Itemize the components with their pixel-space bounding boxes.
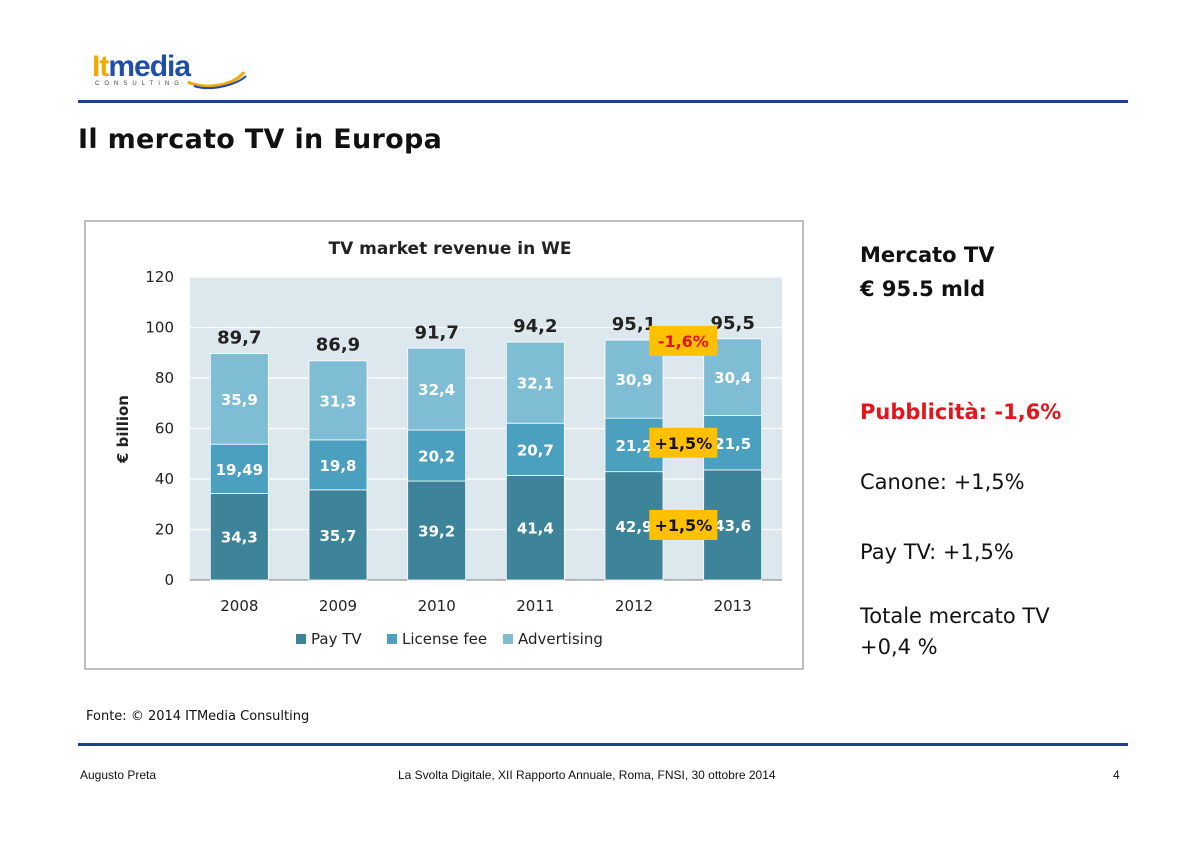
data-label: 30,9 bbox=[615, 371, 652, 389]
x-tick-label: 2013 bbox=[714, 597, 752, 615]
page-number: 4 bbox=[1113, 768, 1120, 782]
footer-author: Augusto Preta bbox=[80, 768, 157, 782]
y-tick-label: 100 bbox=[145, 319, 174, 337]
legend-swatch bbox=[296, 634, 306, 644]
bar-segment bbox=[308, 489, 368, 581]
data-label: 20,7 bbox=[517, 441, 554, 459]
bar-segment bbox=[505, 475, 565, 581]
bar-segment bbox=[505, 422, 565, 476]
header-rule bbox=[78, 100, 1128, 103]
callout-label: -1,6% bbox=[658, 332, 709, 351]
data-label: 21,5 bbox=[714, 435, 751, 453]
bar-segment bbox=[407, 480, 467, 581]
legend-swatch bbox=[503, 634, 513, 644]
x-tick-label: 2010 bbox=[418, 597, 456, 615]
market-value: € 95.5 mld bbox=[860, 277, 986, 301]
callout-label: +1,5% bbox=[654, 434, 712, 453]
market-summary: Mercato TV € 95.5 mld bbox=[860, 238, 994, 306]
total-label: Totale mercato TV bbox=[860, 604, 1050, 628]
legend-label: Pay TV bbox=[311, 630, 362, 648]
y-tick-label: 0 bbox=[164, 571, 174, 589]
total-label: 91,7 bbox=[414, 322, 458, 343]
total-label: 94,2 bbox=[513, 316, 557, 337]
x-tick-label: 2011 bbox=[516, 597, 554, 615]
footer-event: La Svolta Digitale, XII Rapporto Annuale… bbox=[398, 768, 776, 782]
legend-label: License fee bbox=[402, 630, 487, 648]
x-tick-label: 2008 bbox=[220, 597, 258, 615]
chart-frame: 0 20 40 60 80 100 120 TV market revenue in WE € … bbox=[84, 220, 804, 670]
x-tick-label: 2012 bbox=[615, 597, 653, 615]
total-value: +0,4 % bbox=[860, 635, 938, 659]
data-label: 21,2 bbox=[615, 437, 652, 455]
itmedia-logo: Itmedia CONSULTING bbox=[92, 50, 262, 95]
slide-title: Il mercato TV in Europa bbox=[78, 124, 443, 155]
x-tick-label: 2009 bbox=[319, 597, 357, 615]
bar-segment bbox=[407, 429, 467, 482]
data-label: 20,2 bbox=[418, 448, 455, 466]
data-label: 42,9 bbox=[615, 518, 652, 536]
data-label: 30,4 bbox=[714, 369, 751, 387]
y-tick-label: 60 bbox=[155, 420, 174, 438]
bar-segment bbox=[407, 347, 467, 431]
y-axis-label: € billion bbox=[114, 395, 132, 464]
bar-segment bbox=[209, 353, 269, 445]
bar-segment bbox=[505, 341, 565, 424]
data-label: 19,8 bbox=[319, 457, 356, 475]
data-label: 43,6 bbox=[714, 517, 751, 535]
data-label: 35,7 bbox=[319, 527, 356, 545]
bar-segment bbox=[209, 443, 269, 494]
revenue-chart: 0 20 40 60 80 100 120 TV market revenue in WE € … bbox=[114, 239, 782, 648]
callout-box bbox=[649, 509, 718, 540]
data-label: 31,3 bbox=[319, 392, 356, 410]
footer-rule bbox=[78, 743, 1128, 746]
bar-segment bbox=[308, 439, 368, 491]
data-label: 19,49 bbox=[216, 461, 263, 479]
callout-label: +1,5% bbox=[654, 516, 712, 535]
data-label: 34,3 bbox=[221, 529, 258, 547]
total-label: 86,9 bbox=[316, 335, 360, 356]
logo-swoosh-icon bbox=[187, 71, 247, 90]
logo-wordmark: Itmedia bbox=[92, 50, 191, 83]
callout-box bbox=[649, 325, 718, 356]
data-label: 32,1 bbox=[517, 375, 554, 393]
callout-box bbox=[649, 427, 718, 458]
total-label: 95,1 bbox=[612, 314, 656, 335]
market-heading: Mercato TV bbox=[860, 243, 995, 267]
y-tick-label: 40 bbox=[155, 470, 174, 488]
data-label: 39,2 bbox=[418, 523, 455, 541]
paytv-change: Pay TV: +1,5% bbox=[860, 540, 1014, 564]
data-label: 35,9 bbox=[221, 391, 258, 409]
legend-swatch bbox=[387, 634, 397, 644]
y-tick-label: 120 bbox=[145, 268, 174, 286]
legend-label: Advertising bbox=[518, 630, 603, 648]
y-tick-label: 80 bbox=[155, 369, 174, 387]
license-change: Canone: +1,5% bbox=[860, 470, 1025, 494]
chart-title: TV market revenue in WE bbox=[328, 239, 571, 259]
bar-segment bbox=[308, 360, 368, 441]
advertising-change: Pubblicità: -1,6% bbox=[860, 400, 1062, 424]
logo-tagline: CONSULTING bbox=[95, 81, 184, 87]
y-tick-label: 20 bbox=[155, 521, 174, 539]
data-label: 41,4 bbox=[517, 520, 554, 538]
total-label: 95,5 bbox=[710, 313, 754, 334]
total-change: Totale mercato TV +0,4 % bbox=[860, 601, 1050, 663]
total-label: 89,7 bbox=[217, 328, 261, 349]
source-note: Fonte: © 2014 ITMedia Consulting bbox=[86, 709, 310, 724]
data-label: 32,4 bbox=[418, 381, 455, 399]
